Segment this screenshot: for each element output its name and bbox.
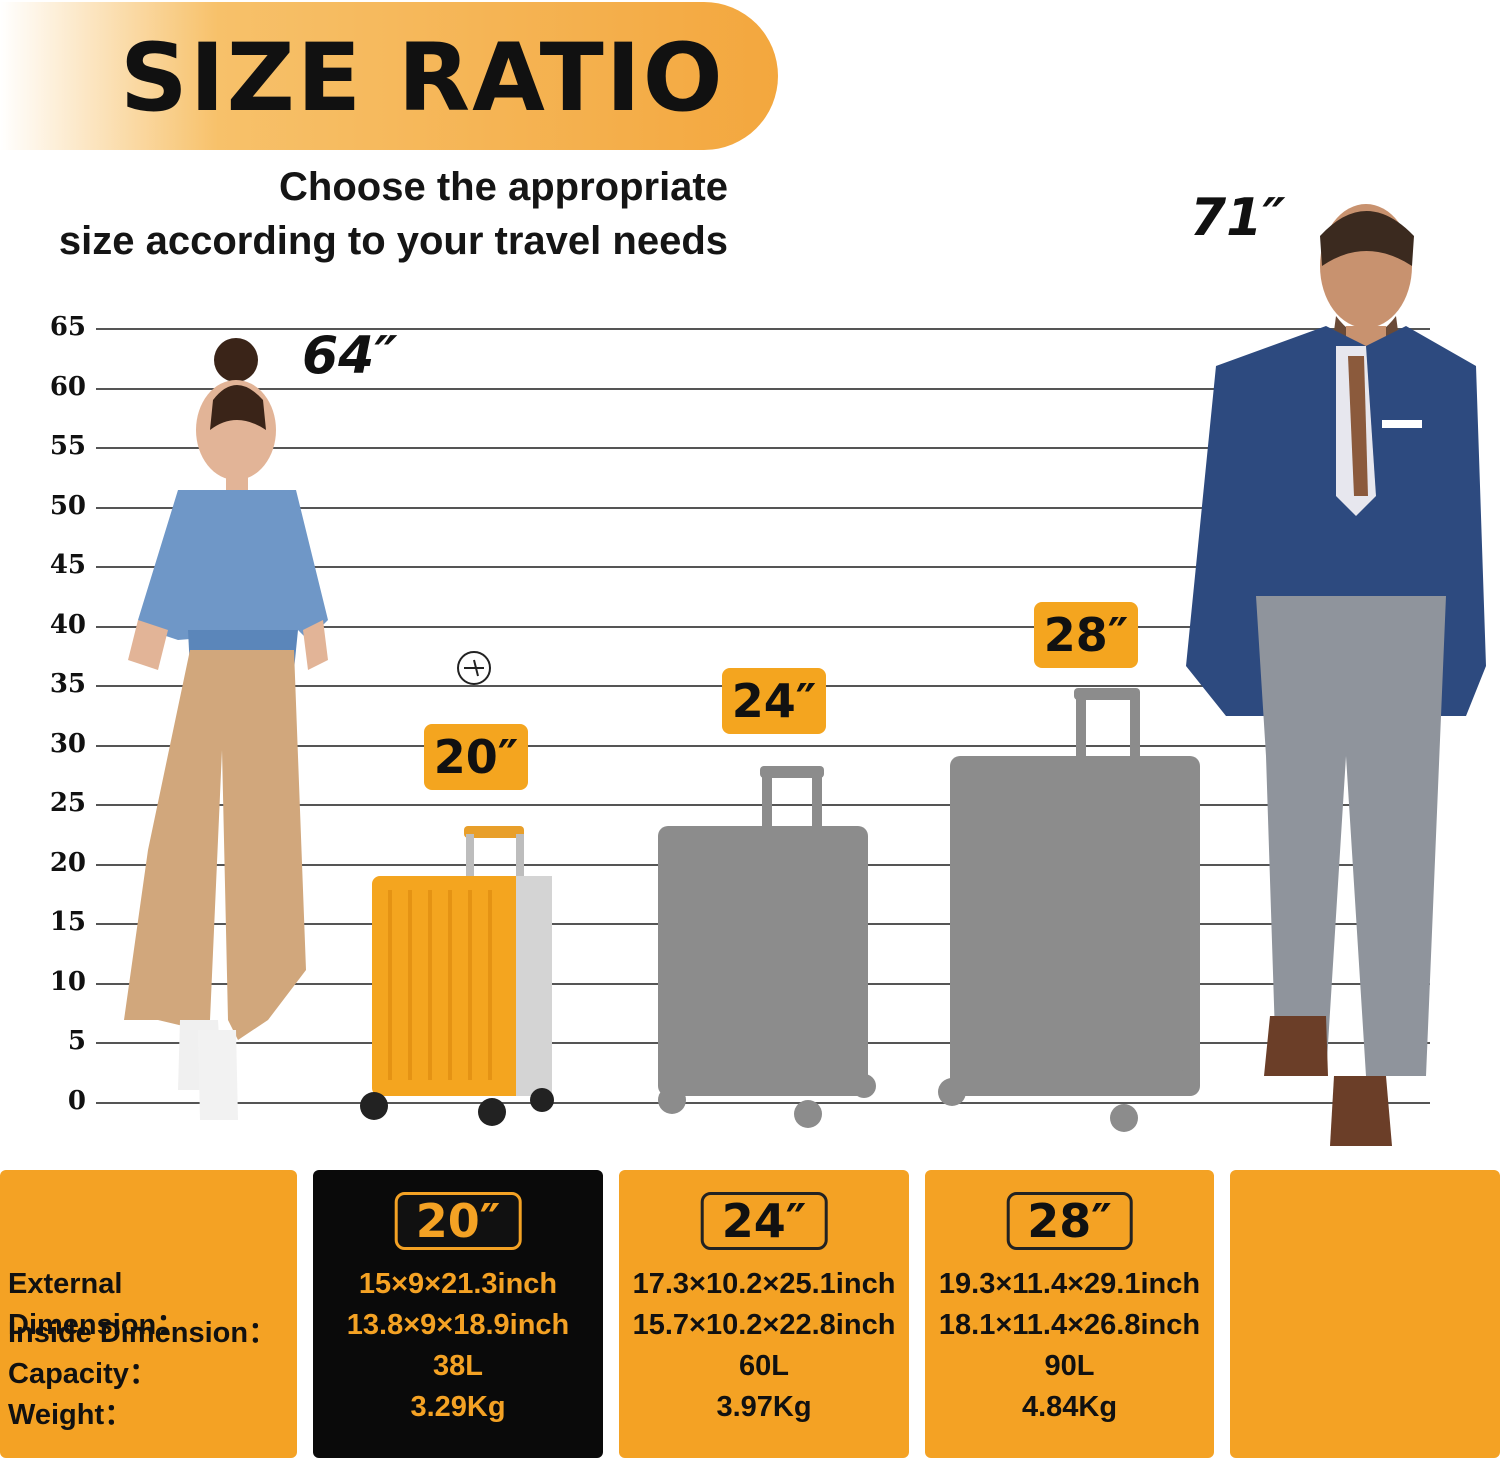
carry-on-friendly-stamp: [457, 651, 491, 685]
title-banner: SIZE RATIO: [0, 2, 778, 150]
ruler-gridline: [96, 566, 1430, 568]
weight-28: 4.84Kg: [1021, 1391, 1118, 1423]
weight-20: 3.29Kg: [410, 1391, 506, 1423]
external-24: 17.3×10.2×25.1inch: [632, 1268, 896, 1300]
ruler-gridline: [96, 506, 1430, 509]
ruler-tick-label: 10: [49, 966, 86, 997]
capacity-28: 90L: [1044, 1350, 1095, 1382]
woman-height-label: 64″: [302, 326, 398, 386]
label-inside: Inside Dimension：: [8, 1317, 278, 1349]
ruler-gridline: [96, 744, 1430, 747]
size-tag-24: 24″: [722, 668, 826, 734]
capacity-24: 60L: [739, 1350, 789, 1382]
weight-24: 3.97Kg: [716, 1391, 812, 1423]
label-weight: Weight：: [8, 1399, 134, 1431]
man-height-label: 71″: [1190, 188, 1286, 248]
spec-size-24: 24″: [700, 1192, 828, 1250]
capacity-20: 38L: [433, 1350, 483, 1382]
spec-panel-20: 20″ 15×9×21.3inch 13.8×9×18.9inch 38L 3.…: [313, 1170, 603, 1458]
ruler-gridline: [96, 1101, 1430, 1104]
suitcase-20-image: [360, 826, 554, 1126]
ruler-tick-label: 5: [67, 1026, 86, 1056]
subtitle-line-2: size according to your travel needs: [58, 219, 728, 263]
label-capacity: Capacity：: [8, 1358, 158, 1390]
ruler-gridline: [96, 328, 1430, 330]
ruler-tick-label: 25: [49, 788, 86, 818]
inside-28: 18.1×11.4×26.8inch: [938, 1309, 1201, 1341]
subtitle-line-1: Choose the appropriate: [279, 165, 728, 209]
ruler-tick-label: 50: [49, 490, 86, 521]
ruler-gridline: [96, 387, 1430, 390]
ruler-tick-label: 30: [49, 728, 86, 759]
spec-size-20: 20″: [394, 1192, 522, 1250]
size-tag-28: 28″: [1034, 602, 1138, 668]
page-title: SIZE RATIO: [120, 24, 725, 133]
ruler-gridline: [96, 447, 1430, 449]
ruler-tick-label: 0: [67, 1085, 86, 1116]
ruler-tick-label: 65: [49, 312, 86, 342]
ruler-tick-label: 40: [49, 609, 86, 640]
spec-size-28: 28″: [1006, 1192, 1133, 1250]
spec-panel-28: 28″ 19.3×11.4×29.1inch 18.1×11.4×26.8inc…: [925, 1170, 1214, 1458]
spec-panel-24: 24″ 17.3×10.2×25.1inch 15.7×10.2×22.8inc…: [619, 1170, 909, 1458]
spec-labels-panel: External Dimension： Inside Dimension： Ca…: [0, 1170, 297, 1458]
suitcase-28-image: [938, 688, 1200, 1132]
suitcase-24-image: [658, 766, 876, 1128]
woman-figure: [124, 338, 328, 1120]
subtitle: Choose the appropriate size according to…: [59, 160, 728, 268]
man-figure: [1186, 204, 1486, 1146]
external-28: 19.3×11.4×29.1inch: [938, 1268, 1201, 1300]
ruler-tick-label: 20: [49, 847, 86, 878]
size-tag-20: 20″: [424, 724, 528, 790]
ruler-tick-label: 55: [49, 431, 86, 461]
ruler-gridline: [96, 625, 1430, 628]
inside-24: 15.7×10.2×22.8inch: [632, 1309, 896, 1341]
ruler-tick-label: 45: [49, 550, 86, 580]
ruler-tick-label: 60: [49, 371, 86, 402]
inside-20: 13.8×9×18.9inch: [346, 1309, 570, 1341]
external-20: 15×9×21.3inch: [358, 1268, 558, 1300]
spec-panel-empty: [1230, 1170, 1500, 1458]
label-external: External Dimension：: [8, 1268, 186, 1341]
ruler-tick-label: 35: [49, 669, 86, 699]
ruler-tick-label: 15: [49, 907, 86, 937]
